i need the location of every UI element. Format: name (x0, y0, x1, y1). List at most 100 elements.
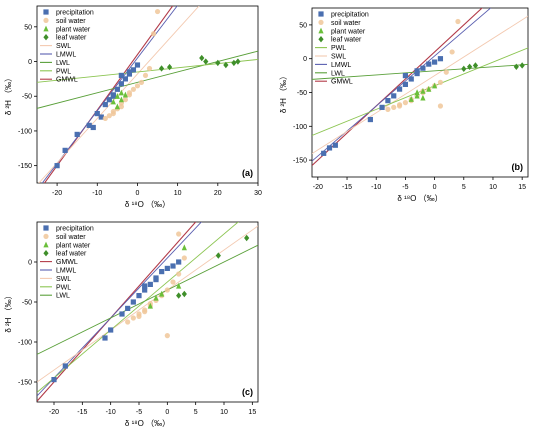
y-tick-label: -100 (18, 128, 32, 135)
point-precipitation (134, 62, 141, 68)
legend-label: LMWL (56, 268, 76, 275)
point-plant-water (122, 91, 128, 98)
point-precipitation (153, 277, 159, 283)
point-soil-water (164, 287, 170, 293)
point-precipitation (62, 363, 68, 369)
point-soil-water (138, 79, 145, 85)
point-soil-water (150, 31, 157, 37)
plot-frame (36, 221, 259, 403)
point-soil-water (126, 90, 133, 96)
x-tick-label: 5 (194, 409, 198, 416)
point-plant-water (114, 93, 120, 99)
point-leaf-water (519, 62, 525, 69)
point-precipitation (159, 269, 165, 275)
y-tick-label: -150 (18, 163, 32, 170)
point-soil-water (402, 100, 409, 106)
line-pwl (312, 47, 528, 136)
point-precipitation (326, 145, 333, 151)
legend-label: PWL (56, 68, 71, 75)
legend-label: SWL (331, 54, 346, 61)
point-leaf-water (223, 61, 229, 69)
point-leaf-water (176, 292, 182, 299)
line-swl (312, 15, 528, 155)
panel-label: (b) (512, 162, 524, 172)
point-plant-water (414, 92, 420, 99)
legend-label: leaf water (56, 35, 87, 42)
x-tick-label: 30 (254, 190, 262, 197)
x-axis-label: δ ¹⁸O （‰） (125, 419, 170, 428)
legend-label: precipitation (56, 10, 94, 17)
point-plant-water (414, 89, 420, 96)
point-soil-water (437, 79, 444, 85)
point-soil-water (181, 255, 187, 261)
legend-marker-precipitation (43, 225, 49, 231)
point-precipitation (102, 335, 108, 341)
point-plant-water (420, 87, 426, 94)
point-precipitation (385, 98, 391, 104)
point-soil-water (122, 97, 128, 103)
point-soil-water (176, 271, 182, 277)
point-precipitation (74, 131, 80, 138)
x-tick-label: -15 (342, 184, 352, 191)
point-precipitation (98, 114, 104, 120)
point-precipitation (321, 150, 327, 156)
line-swl (37, 225, 258, 383)
point-precipitation (402, 81, 409, 87)
point-plant-water (408, 96, 414, 102)
point-precipitation (106, 97, 112, 103)
y-axis-label: δ ²H （‰） (279, 72, 288, 113)
y-tick-label: 0 (28, 59, 32, 66)
x-axis-label: δ ¹⁸O （‰） (125, 200, 170, 209)
point-leaf-water (167, 63, 173, 71)
plot-area (37, 222, 258, 402)
point-precipitation (108, 327, 114, 333)
point-soil-water (449, 49, 455, 55)
plot-area (37, 6, 258, 183)
legend-label: soil water (331, 20, 361, 27)
point-leaf-water (215, 59, 221, 67)
line-pwl (37, 58, 258, 83)
line-lmwl (41, 6, 178, 183)
y-tick-label: -100 (293, 124, 307, 131)
point-soil-water (118, 104, 124, 110)
point-soil-water (437, 103, 444, 109)
point-precipitation (114, 86, 120, 92)
point-plant-water (426, 85, 432, 92)
legend-marker-leaf-water (318, 36, 324, 43)
x-axis-label: δ ¹⁸O （‰） (397, 194, 442, 203)
point-precipitation (86, 122, 92, 128)
legend-label: PWL (331, 45, 346, 52)
line-lmwl (312, 8, 492, 162)
legend-marker-soil-water (318, 19, 324, 25)
line-lwl (312, 63, 528, 80)
x-tick-label: -20 (52, 190, 62, 197)
x-tick-label: 15 (248, 409, 256, 416)
point-leaf-water (244, 234, 250, 242)
point-soil-water (154, 8, 161, 15)
point-precipitation (414, 70, 420, 77)
line-gmwl (312, 8, 483, 166)
legend-label: soil water (56, 234, 86, 241)
x-tick-label: -10 (106, 409, 116, 416)
plot-area (312, 8, 528, 166)
x-tick-label: 15 (518, 184, 526, 191)
point-precipitation (90, 124, 96, 131)
line-swl (38, 6, 200, 183)
y-tick-label: 50 (24, 24, 32, 31)
legend-marker-leaf-water (43, 34, 49, 41)
x-tick-label: -15 (77, 409, 87, 416)
point-precipitation (119, 311, 125, 317)
x-tick-label: 10 (489, 184, 497, 191)
legend-marker-leaf-water (43, 250, 49, 257)
y-tick-label: 0 (28, 260, 32, 267)
point-plant-water (110, 98, 116, 105)
point-precipitation (94, 110, 100, 117)
line-gmwl (43, 6, 174, 183)
legend-marker-precipitation (318, 11, 324, 17)
point-leaf-water (203, 58, 209, 65)
legend-marker-plant-water (43, 241, 49, 248)
point-precipitation (176, 259, 182, 265)
point-soil-water (176, 231, 182, 237)
legend-marker-plant-water (318, 27, 324, 34)
legend-label: GMWL (56, 259, 78, 266)
